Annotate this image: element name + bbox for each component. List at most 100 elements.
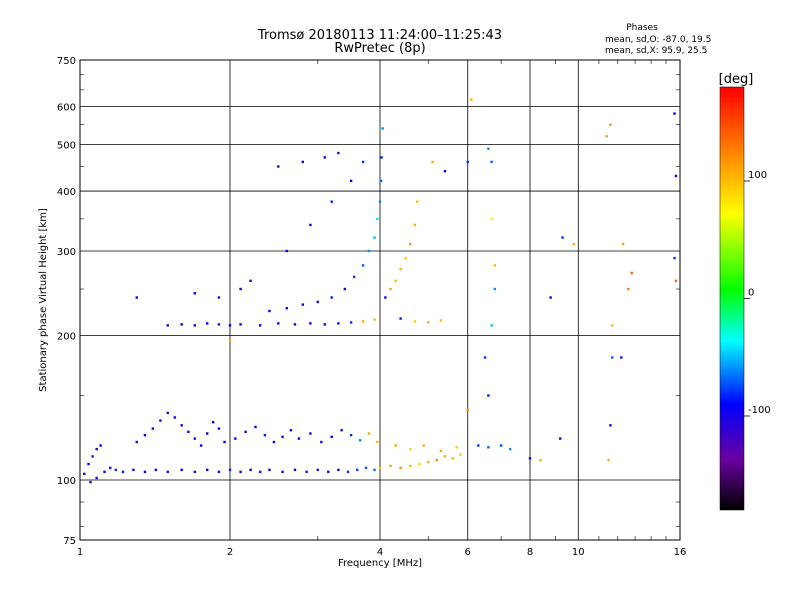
data-point — [281, 470, 284, 474]
y-axis-label: Stationary phase Virtual Height [km] — [38, 208, 49, 392]
data-point — [620, 356, 623, 359]
data-point — [121, 470, 125, 474]
x-tick-label: 4 — [377, 547, 383, 558]
data-point — [399, 267, 402, 271]
data-point — [399, 317, 402, 320]
data-point — [373, 468, 376, 472]
data-point — [316, 300, 319, 304]
data-point — [259, 470, 262, 474]
data-point — [378, 466, 382, 470]
data-point — [466, 160, 469, 164]
data-point — [384, 296, 387, 299]
x-axis-label: Frequency [MHz] — [338, 558, 422, 569]
data-point — [493, 264, 497, 267]
data-point — [413, 320, 417, 323]
data-point — [166, 411, 169, 415]
data-point — [268, 468, 271, 472]
data-point — [297, 437, 301, 440]
data-point — [528, 457, 532, 460]
data-point — [89, 480, 92, 484]
data-point — [379, 179, 383, 183]
data-point — [249, 279, 252, 283]
data-point — [487, 147, 490, 150]
data-point — [193, 470, 197, 474]
stats-title: Phases — [626, 23, 658, 33]
data-point — [355, 468, 359, 472]
data-point — [135, 296, 138, 299]
data-point — [330, 435, 333, 439]
data-point — [376, 217, 379, 221]
data-point — [205, 432, 209, 435]
data-point — [154, 468, 158, 472]
data-point — [217, 427, 221, 430]
data-point — [166, 324, 169, 327]
data-point — [621, 242, 625, 246]
y-tick-label: 750 — [57, 56, 76, 67]
y-tick-label: 100 — [57, 476, 76, 487]
y-axis-ticks: 75 100 200 300 400 500 600 750 — [57, 56, 680, 547]
colorbar-tick-label: 0 — [748, 288, 754, 299]
data-point — [87, 462, 90, 466]
data-point — [477, 444, 480, 447]
data-point — [399, 466, 402, 470]
data-point — [305, 470, 308, 474]
data-point — [159, 419, 162, 422]
x-tick-label: 6 — [465, 547, 471, 558]
data-point — [337, 468, 340, 472]
data-point — [630, 271, 633, 275]
chart-title-line1: Tromsø 20180113 11:24:00–11:25:43 — [257, 28, 502, 43]
data-point — [380, 156, 383, 159]
data-point — [559, 437, 562, 440]
data-point — [394, 444, 397, 447]
data-point — [487, 394, 490, 397]
data-point — [404, 256, 407, 260]
data-point — [151, 427, 155, 430]
data-point — [114, 468, 118, 472]
data-point — [367, 432, 371, 435]
data-point — [611, 324, 614, 327]
data-point — [173, 416, 177, 419]
data-point — [459, 453, 462, 456]
data-point — [289, 429, 293, 432]
data-point — [91, 455, 94, 458]
x-axis-ticks: 1 2 4 6 8 10 16 — [77, 60, 686, 558]
data-points — [83, 98, 678, 484]
data-point — [415, 200, 419, 203]
data-point — [673, 112, 676, 115]
data-point — [143, 470, 147, 474]
y-tick-label: 400 — [57, 187, 76, 198]
data-point — [451, 457, 455, 460]
data-point — [234, 437, 237, 440]
data-point — [381, 127, 384, 130]
data-point — [673, 256, 676, 260]
data-point — [180, 468, 183, 472]
data-point — [373, 236, 376, 239]
data-point — [373, 318, 376, 321]
data-point — [143, 433, 147, 437]
data-point — [389, 464, 392, 468]
data-point — [490, 217, 493, 221]
data-point — [455, 446, 458, 449]
data-point — [293, 468, 297, 472]
data-point — [340, 429, 343, 432]
data-point — [309, 322, 312, 325]
colorbar-tick-label: 100 — [748, 170, 767, 181]
data-point — [389, 287, 392, 291]
data-point — [343, 287, 347, 291]
data-point — [95, 476, 98, 480]
stats-line-x: mean, sd,X: 95.9, 25.5 — [605, 46, 707, 56]
data-point — [487, 446, 490, 449]
data-point — [358, 439, 362, 442]
data-point — [205, 322, 209, 325]
data-point — [443, 455, 447, 458]
data-point — [180, 323, 183, 326]
y-tick-label: 500 — [57, 141, 76, 152]
data-point — [301, 303, 305, 306]
colorbar-label: [deg] — [719, 72, 754, 87]
data-point — [418, 462, 421, 466]
data-point — [199, 444, 203, 447]
data-point — [361, 160, 365, 164]
data-point — [607, 458, 610, 462]
data-point — [327, 470, 330, 474]
data-point — [293, 323, 297, 326]
